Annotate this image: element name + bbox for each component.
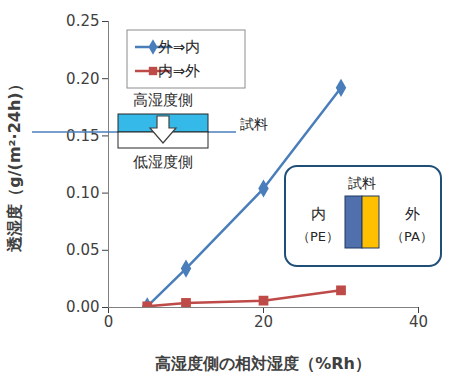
svg-text:（PE）: （PE）: [297, 229, 339, 244]
svg-text:0.05: 0.05: [66, 241, 99, 259]
svg-text:0.10: 0.10: [66, 184, 99, 202]
svg-text:外⇒内: 外⇒内: [158, 38, 201, 56]
svg-text:0.20: 0.20: [66, 70, 99, 88]
svg-text:内⇒外: 内⇒外: [158, 62, 201, 80]
svg-text:試料: 試料: [348, 175, 376, 191]
svg-text:試料: 試料: [240, 116, 268, 132]
svg-text:高湿度側: 高湿度側: [133, 91, 193, 109]
svg-text:0.25: 0.25: [66, 12, 99, 30]
svg-text:0.15: 0.15: [66, 127, 99, 145]
svg-text:（PA）: （PA）: [391, 229, 433, 244]
svg-text:高湿度側の相対湿度（%Rh）: 高湿度側の相対湿度（%Rh）: [155, 354, 371, 373]
svg-text:低湿度側: 低湿度側: [133, 153, 193, 171]
svg-text:0.00: 0.00: [66, 298, 99, 316]
svg-text:40: 40: [409, 313, 428, 331]
svg-text:外: 外: [405, 205, 420, 223]
svg-text:透湿度（g/(m²·24h)）: 透湿度（g/(m²·24h)）: [5, 76, 24, 252]
svg-text:内: 内: [311, 205, 326, 223]
svg-text:20: 20: [254, 313, 273, 331]
svg-text:0: 0: [104, 313, 114, 331]
